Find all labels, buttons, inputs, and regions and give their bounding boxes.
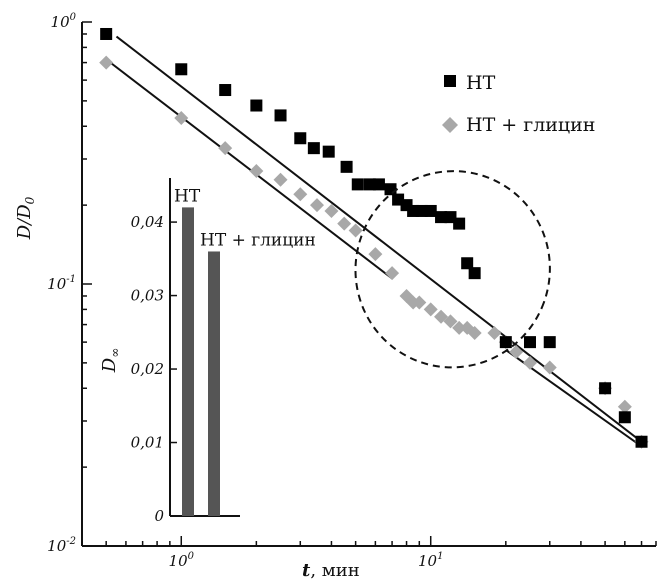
marker-nt-glycine <box>467 326 482 341</box>
marker-nt-glycine <box>423 302 438 317</box>
legend-marker-diamond <box>442 117 458 133</box>
marker-nt <box>618 411 631 424</box>
marker-nt <box>250 99 263 112</box>
inset-bar-label-nt: НТ <box>174 186 201 206</box>
marker-nt <box>461 257 474 270</box>
marker-nt <box>274 109 287 122</box>
x-axis-title: t, мин <box>302 560 360 581</box>
marker-nt <box>499 336 512 349</box>
inset-y-tick-label: 0,02 <box>131 360 164 378</box>
marker-nt-glycine <box>487 326 502 341</box>
marker-nt-glycine <box>509 345 524 360</box>
inset-background <box>170 178 240 518</box>
marker-nt <box>435 211 448 224</box>
inset-bar-chart: 0 0,01 0,02 0,03 0,04 НТ НТ + глицин D∞ <box>99 178 316 525</box>
marker-nt-glycine <box>337 216 352 231</box>
marker-nt <box>468 267 481 280</box>
inset-y-tick-label: 0,01 <box>131 434 164 452</box>
inset-y-tick-label: 0,03 <box>131 287 164 305</box>
marker-nt <box>384 183 397 196</box>
inset-bar-nt <box>182 207 194 517</box>
marker-nt <box>415 204 428 217</box>
inset-y-axis-sub: ∞ <box>108 348 122 358</box>
y-tick-label: 10-2 <box>47 536 76 555</box>
y-tick-label: 10-1 <box>47 274 76 293</box>
marker-nt-glycine <box>542 360 557 375</box>
marker-nt <box>599 382 612 395</box>
inset-y-tick-label: 0,04 <box>131 213 164 231</box>
marker-nt-glycine <box>218 141 233 156</box>
marker-nt <box>424 204 437 217</box>
marker-nt-glycine <box>385 266 400 281</box>
marker-nt-glycine <box>249 163 264 178</box>
y-axis-sep: / <box>14 217 35 227</box>
marker-nt-glycine <box>348 223 363 238</box>
marker-nt <box>351 178 364 191</box>
marker-nt-glycine <box>324 203 339 218</box>
marker-nt-glycine <box>617 399 632 414</box>
marker-nt-glycine <box>309 198 324 213</box>
marker-nt <box>635 435 648 448</box>
legend-label-nt: НТ <box>466 72 496 94</box>
marker-nt <box>219 84 232 97</box>
x-axis-symbol: t <box>302 560 311 581</box>
fit-line <box>105 58 393 280</box>
y-tick-label: 100 <box>51 12 77 31</box>
main-ticks: 100 101 100 10-1 10-2 <box>47 12 657 570</box>
legend: НТ НТ + глицин <box>442 72 595 136</box>
marker-nt <box>307 142 320 155</box>
marker-nt <box>523 336 536 349</box>
marker-nt <box>175 63 188 76</box>
highlight-ellipse <box>354 170 551 369</box>
marker-nt <box>543 336 556 349</box>
inset-y-tick-label: 0 <box>154 507 164 525</box>
inset-bar-nt-glycine <box>208 251 220 516</box>
legend-label-nt-glycine: НТ + глицин <box>466 114 595 136</box>
data-markers <box>99 27 649 449</box>
inset-ticks: 0 0,01 0,02 0,03 0,04 <box>131 213 177 525</box>
marker-nt <box>340 160 353 173</box>
inset-y-axis-title: D∞ <box>99 348 122 373</box>
marker-nt <box>453 217 466 230</box>
main-plot: 100 101 100 10-1 10-2 <box>47 12 657 570</box>
marker-nt <box>372 178 385 191</box>
x-tick-label: 101 <box>418 551 443 570</box>
marker-nt-glycine <box>368 247 383 262</box>
fit-line <box>115 35 643 443</box>
y-axis-sub: 0 <box>23 196 37 204</box>
marker-nt-glycine <box>412 295 427 310</box>
legend-marker-square <box>444 75 456 87</box>
marker-nt <box>100 27 113 40</box>
y-axis-den: D <box>14 204 35 220</box>
marker-nt-glycine <box>452 320 467 335</box>
x-axis-unit: , мин <box>310 560 359 581</box>
marker-nt-glycine <box>434 309 449 324</box>
marker-nt-glycine <box>174 111 189 126</box>
inset-bar-label-nt-glycine: НТ + глицин <box>200 230 316 250</box>
marker-nt-glycine <box>443 314 458 329</box>
marker-nt-glycine <box>99 55 114 70</box>
y-axis-num: D <box>14 224 35 240</box>
marker-nt-glycine <box>522 355 537 370</box>
x-tick-label: 100 <box>169 551 195 570</box>
marker-nt <box>322 145 335 158</box>
marker-nt-glycine <box>293 187 308 202</box>
marker-nt <box>294 132 307 145</box>
y-axis-title: D/D0 <box>14 196 37 240</box>
inset-bars: НТ НТ + глицин <box>174 186 316 517</box>
inset-y-axis-main: D <box>99 357 120 373</box>
marker-nt <box>363 178 376 191</box>
marker-nt-glycine <box>273 172 288 187</box>
